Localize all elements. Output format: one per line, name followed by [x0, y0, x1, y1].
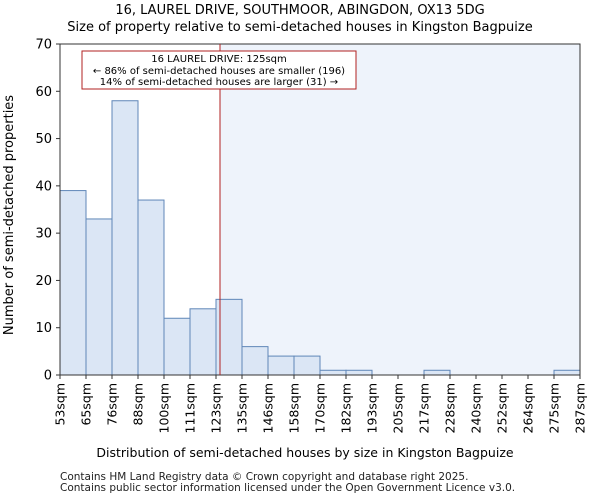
bars-group	[59, 100, 581, 376]
chart-title-block: 16, LAUREL DRIVE, SOUTHMOOR, ABINGDON, O…	[0, 2, 600, 36]
y-tick-label: 20	[35, 274, 52, 289]
chart-title: 16, LAUREL DRIVE, SOUTHMOOR, ABINGDON, O…	[115, 3, 485, 18]
bar-182sqm	[345, 369, 373, 376]
larger-region-shade	[220, 44, 580, 375]
y-tick-label: 70	[35, 38, 52, 53]
bar-88sqm	[137, 199, 165, 376]
x-tick-label: 158sqm	[287, 383, 302, 433]
bar-100sqm	[163, 317, 191, 376]
y-tick-label: 0	[44, 369, 52, 384]
bar-76sqm	[111, 100, 139, 376]
annotation-smaller: ← 86% of semi-detached houses are smalle…	[93, 66, 345, 77]
y-tick-label: 10	[35, 321, 52, 336]
x-tick-label: 65sqm	[79, 383, 94, 426]
annotation-border	[81, 50, 357, 90]
y-tick-label: 40	[35, 179, 52, 194]
annotation-box: 16 LAUREL DRIVE: 125sqm ← 86% of semi-de…	[81, 50, 357, 90]
axes-group: 0 10 20 30 40 50 60 70 53sqm 65sqm 76sqm 88sqm 100sq…	[35, 38, 587, 434]
bar-217sqm	[423, 369, 451, 376]
bar-170sqm	[319, 369, 347, 376]
annotation-title: 16 LAUREL DRIVE: 125sqm	[151, 54, 287, 65]
x-tick-label: 275sqm	[547, 383, 562, 433]
bar-65sqm	[85, 218, 113, 376]
bar-53sqm	[59, 190, 87, 376]
x-tick-label: 193sqm	[365, 383, 380, 433]
x-tick-label: 287sqm	[573, 383, 588, 433]
bar-158sqm	[293, 355, 321, 376]
footer-line-2: Contains public sector information licen…	[60, 482, 516, 494]
x-tick-label: 217sqm	[417, 383, 432, 433]
bar-275sqm	[553, 369, 581, 376]
x-tick-label: 100sqm	[157, 383, 172, 433]
footer-line-1: Contains HM Land Registry data © Crown c…	[60, 471, 469, 483]
y-axis-label: Number of semi-detached properties	[2, 95, 17, 335]
x-axis-label: Distribution of semi-detached houses by …	[96, 445, 513, 460]
x-tick-label: 76sqm	[105, 383, 120, 426]
x-tick-label: 53sqm	[53, 383, 68, 426]
y-tick-label: 30	[35, 227, 52, 242]
attribution-footer: Contains HM Land Registry data © Crown c…	[60, 472, 515, 494]
bar-146sqm	[267, 355, 295, 376]
x-tick-label: 205sqm	[391, 383, 406, 433]
x-tick-label: 170sqm	[313, 383, 328, 433]
x-tick-label: 228sqm	[443, 383, 458, 433]
bar-135sqm	[241, 346, 269, 376]
x-tick-label: 182sqm	[339, 383, 354, 433]
x-tick-label: 252sqm	[495, 383, 510, 433]
x-tick-label: 264sqm	[521, 383, 536, 433]
annotation-larger: 14% of semi-detached houses are larger (…	[100, 77, 338, 88]
x-tick-label: 146sqm	[261, 383, 276, 433]
chart-subtitle: Size of property relative to semi-detach…	[67, 20, 533, 35]
y-tick-label: 50	[35, 132, 52, 147]
x-tick-label: 240sqm	[469, 383, 484, 433]
x-tick-label: 135sqm	[235, 383, 250, 433]
bar-111sqm	[189, 308, 217, 376]
y-tick-label: 60	[35, 85, 52, 100]
x-tick-label: 111sqm	[183, 383, 198, 433]
x-tick-label: 88sqm	[131, 383, 146, 426]
x-tick-label: 123sqm	[209, 383, 224, 433]
histogram-chart: 0 10 20 30 40 50 60 70 53sqm 65sqm 76sqm 88sqm 100sq…	[2, 38, 588, 461]
